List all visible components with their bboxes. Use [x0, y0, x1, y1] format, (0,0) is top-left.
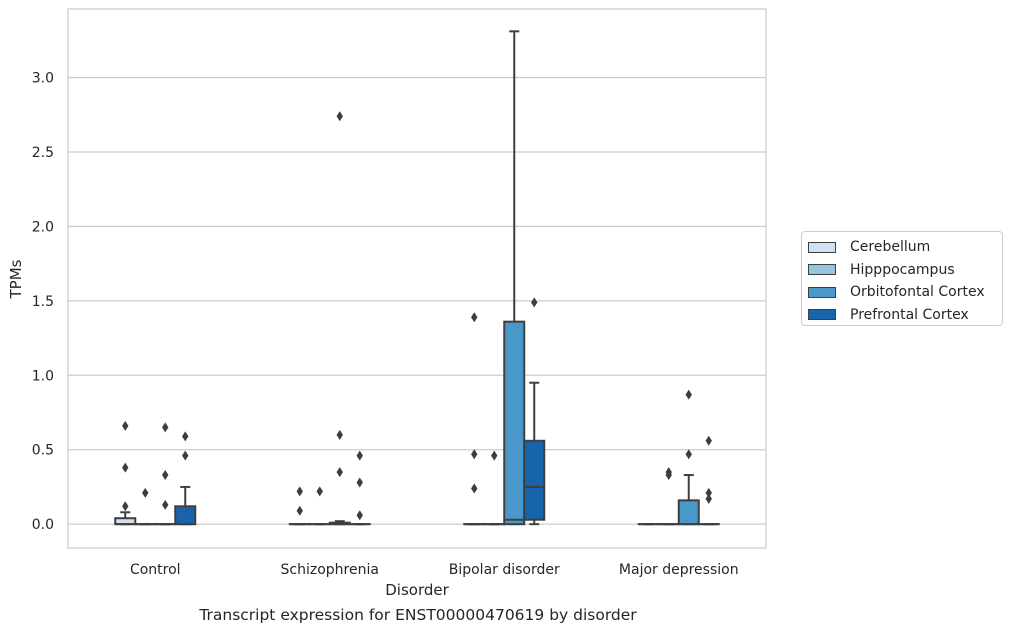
outlier-point — [336, 467, 343, 478]
legend-item: Hipppocampus — [808, 259, 1002, 282]
outlier-point — [705, 493, 712, 504]
outlier-point — [356, 450, 363, 461]
outlier-point — [316, 486, 323, 497]
y-tick-labels: 0.0 0.5 1.0 1.5 2.0 2.5 3.0 — [32, 70, 54, 533]
box-orbitofontal-cortex — [677, 389, 700, 526]
outlier-point — [685, 389, 692, 400]
box-prefrontal-cortex — [348, 450, 371, 526]
figure-caption: Transcript expression for ENST0000047061… — [199, 606, 637, 624]
outlier-point — [122, 462, 129, 473]
box — [523, 439, 546, 521]
legend-label: Hipppocampus — [850, 261, 955, 278]
legend-item: Cerebellum — [808, 236, 1002, 259]
box-orbitofontal-cortex — [328, 111, 351, 526]
x-axis-label: Disorder — [385, 581, 449, 599]
outlier-point — [162, 422, 169, 433]
x-tick-label: Schizophrenia — [281, 562, 379, 578]
outlier-point — [356, 510, 363, 521]
outlier-point — [182, 431, 189, 442]
box-orbitofontal-cortex — [503, 30, 526, 526]
outlier-point — [122, 501, 129, 512]
outlier-point — [122, 420, 129, 431]
box-hipppocampus — [657, 467, 680, 526]
legend-swatch — [808, 241, 836, 253]
legend-label: Orbitofontal Cortex — [850, 284, 985, 301]
outlier-point — [162, 470, 169, 481]
outlier-point — [296, 486, 303, 497]
box-prefrontal-cortex — [697, 435, 720, 526]
outlier-point — [162, 499, 169, 510]
box — [174, 505, 197, 526]
x-tick-label: Control — [130, 562, 181, 578]
outlier-point — [336, 429, 343, 440]
y-tick-label: 1.5 — [32, 294, 54, 310]
outlier-point — [491, 450, 498, 461]
y-tick-label: 0.5 — [32, 443, 54, 459]
outlier-point — [705, 487, 712, 498]
y-axis-label: TPMs — [7, 259, 25, 299]
legend-item: Orbitofontal Cortex — [808, 281, 1002, 304]
outlier-point — [531, 297, 538, 308]
legend-label: Cerebellum — [850, 239, 931, 256]
outlier-point — [471, 449, 478, 460]
legend-swatch — [808, 309, 836, 321]
box-series — [114, 30, 720, 526]
outlier-point — [471, 312, 478, 323]
legend-swatch — [808, 286, 836, 298]
box-hipppocampus — [308, 486, 331, 526]
outlier-point — [142, 487, 149, 498]
plot-frame — [67, 8, 767, 549]
legend-item: Prefrontal Cortex — [808, 304, 1002, 327]
x-tick-label: Major depression — [619, 562, 739, 578]
box-cerebellum — [288, 486, 311, 526]
outlier-point — [685, 449, 692, 460]
outlier-point — [356, 477, 363, 488]
x-tick-labels: Control Schizophrenia Bipolar disorder Majo… — [130, 562, 739, 578]
y-tick-label: 0.0 — [32, 517, 54, 533]
outlier-point — [182, 450, 189, 461]
y-tick-label: 1.0 — [32, 368, 54, 384]
legend-swatch — [808, 264, 836, 276]
box-cerebellum — [114, 420, 137, 526]
y-tick-label: 3.0 — [32, 70, 54, 86]
box-cerebellum — [463, 312, 486, 526]
box-prefrontal-cortex — [174, 431, 197, 526]
y-tick-label: 2.5 — [32, 145, 54, 161]
x-tick-label: Bipolar disorder — [449, 562, 560, 578]
outlier-point — [296, 505, 303, 516]
box-prefrontal-cortex — [523, 297, 546, 526]
box-hipppocampus — [483, 450, 506, 526]
y-tick-label: 2.0 — [32, 219, 54, 235]
legend: Cerebellum Hipppocampus Orbitofontal Corte… — [801, 231, 1003, 326]
legend-label: Prefrontal Cortex — [850, 306, 969, 323]
box — [503, 320, 526, 526]
plot-background — [68, 9, 766, 548]
outlier-point — [471, 483, 478, 494]
outlier-point — [665, 470, 672, 481]
box — [677, 499, 700, 526]
outlier-point — [336, 111, 343, 122]
outlier-point — [705, 435, 712, 446]
